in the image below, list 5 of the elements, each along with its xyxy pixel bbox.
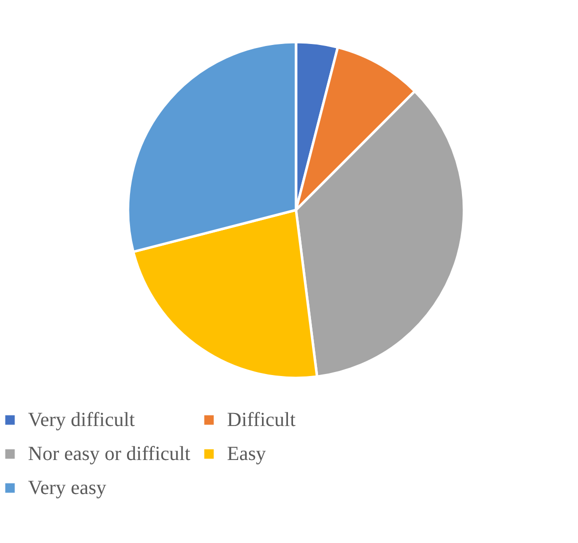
legend-label: Easy [227, 443, 266, 465]
legend-label: Nor easy or difficult [28, 443, 191, 465]
legend-label: Difficult [227, 409, 296, 431]
legend-label: Very difficult [28, 409, 136, 431]
legend-label: Very easy [28, 477, 106, 499]
